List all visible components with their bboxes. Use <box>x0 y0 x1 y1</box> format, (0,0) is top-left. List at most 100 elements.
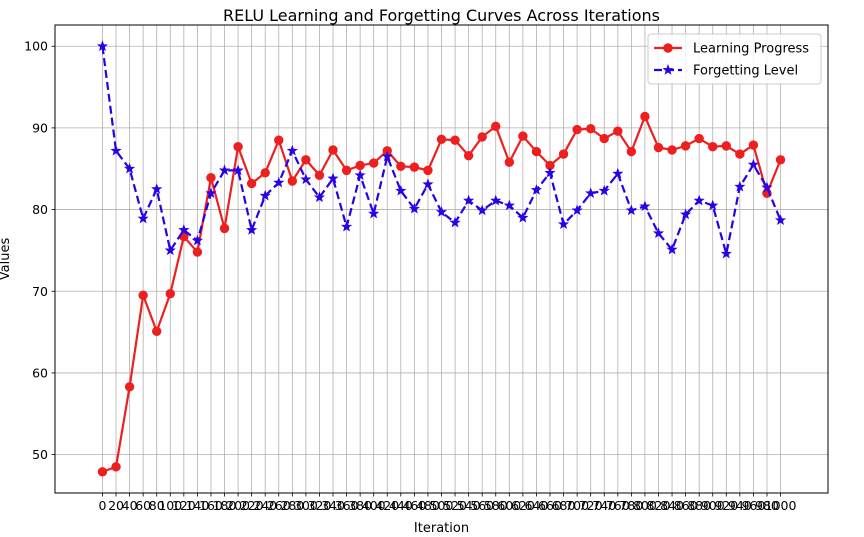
data-point <box>287 176 298 186</box>
data-point <box>640 111 650 122</box>
x-tick-label: 940 <box>728 498 752 513</box>
data-point <box>219 223 230 234</box>
data-point <box>557 218 570 230</box>
data-point <box>423 165 433 176</box>
data-point <box>191 234 203 246</box>
data-point <box>111 462 121 472</box>
data-point <box>205 187 217 198</box>
x-tick-label: 220 <box>240 498 264 513</box>
data-point <box>328 145 338 155</box>
x-tick-label: 200 <box>226 498 250 513</box>
data-point <box>490 194 502 206</box>
x-tick-label: 980 <box>755 498 779 513</box>
x-tick-label: 680 <box>552 498 576 513</box>
data-point <box>137 212 149 224</box>
data-point <box>476 204 488 216</box>
data-point <box>301 155 311 165</box>
data-point <box>735 149 745 159</box>
data-point <box>734 180 746 192</box>
x-tick-label: 920 <box>714 498 738 513</box>
x-tick-label: 600 <box>497 498 521 513</box>
data-point <box>613 126 623 136</box>
data-point <box>232 164 244 176</box>
data-point <box>354 169 366 181</box>
series-learning-progress <box>97 111 786 477</box>
x-tick-label: 580 <box>484 498 508 513</box>
data-point <box>368 207 380 219</box>
data-point <box>558 149 569 159</box>
x-tick-label: 80 <box>149 498 165 513</box>
data-point <box>192 247 203 257</box>
data-point <box>599 133 609 144</box>
x-tick-label: 140 <box>185 498 209 513</box>
x-tick-label: 760 <box>606 498 630 513</box>
x-tick-label: 500 <box>430 498 454 513</box>
data-point <box>450 135 460 145</box>
data-point <box>396 161 406 171</box>
x-tick-label: 820 <box>647 498 671 513</box>
series-layer <box>96 40 787 477</box>
data-point <box>233 141 243 152</box>
x-tick-label: 540 <box>457 498 481 513</box>
x-tick-label: 360 <box>335 498 359 513</box>
x-tick-label: 240 <box>253 498 277 513</box>
data-point <box>341 165 352 176</box>
y-tick-label: 60 <box>32 365 48 380</box>
x-tick-label: 180 <box>213 498 237 513</box>
data-point <box>409 162 420 172</box>
x-tick-label: 60 <box>135 498 151 513</box>
data-point <box>774 214 787 225</box>
data-point <box>355 160 365 171</box>
x-tick-label: 480 <box>416 498 440 513</box>
x-tick-label: 120 <box>172 498 196 513</box>
data-point <box>435 206 448 217</box>
data-point <box>286 144 298 156</box>
data-point <box>463 150 474 161</box>
data-point <box>124 382 135 392</box>
x-tick-label: 380 <box>348 498 372 513</box>
data-point <box>463 194 475 206</box>
data-point <box>395 184 407 196</box>
y-axis-label: Values <box>0 238 13 281</box>
data-point <box>694 133 704 144</box>
data-point <box>585 124 596 134</box>
data-point <box>327 172 339 184</box>
data-point <box>138 290 148 301</box>
x-tick-label: 780 <box>619 498 643 513</box>
data-point <box>761 181 773 193</box>
legend-marker <box>662 64 674 75</box>
data-point <box>531 146 542 157</box>
x-tick-label: 280 <box>280 498 304 513</box>
data-point <box>653 142 664 153</box>
axes: 0 204060801001201401601802002202402602803… <box>24 39 796 513</box>
data-point <box>748 140 759 150</box>
data-point <box>110 144 122 156</box>
data-point <box>571 204 583 216</box>
data-point <box>273 176 285 188</box>
data-point <box>503 199 515 211</box>
data-point <box>585 187 597 198</box>
data-point <box>517 211 529 223</box>
data-point <box>381 150 393 162</box>
x-tick-label: 440 <box>389 498 413 513</box>
x-tick-label: 1000 <box>765 498 797 513</box>
data-point <box>97 467 108 477</box>
data-point <box>218 164 231 176</box>
y-tick-label: 50 <box>32 447 48 462</box>
data-point <box>246 224 258 235</box>
y-tick-label: 100 <box>24 39 48 54</box>
x-tick-label: 720 <box>579 498 603 513</box>
data-point <box>667 145 677 155</box>
data-point <box>625 204 637 216</box>
y-tick-label: 70 <box>32 284 48 299</box>
data-point <box>314 170 325 180</box>
data-point <box>720 247 732 259</box>
data-point <box>178 224 190 235</box>
x-tick-label: 640 <box>525 498 549 513</box>
x-tick-label: 400 <box>362 498 386 513</box>
data-point <box>626 146 637 157</box>
data-point <box>422 178 434 190</box>
data-point <box>707 199 719 211</box>
legend-label: Forgetting Level <box>693 64 798 79</box>
